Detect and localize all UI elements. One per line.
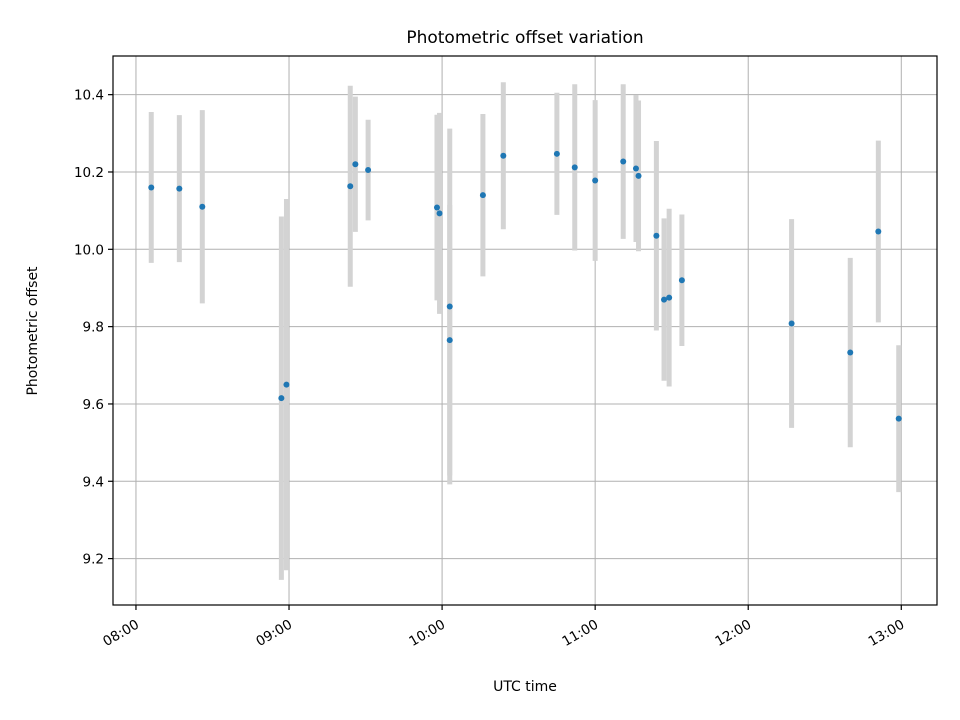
y-axis-ticks: 9.2 9.4 9.6 9.8 10.0 10.2 10.4 [74, 88, 113, 568]
data-point [620, 158, 627, 165]
data-point [788, 320, 795, 327]
data-point [176, 185, 183, 192]
y-tick-label: 10.2 [74, 165, 104, 181]
y-tick-label: 10.0 [74, 242, 104, 258]
data-point [446, 337, 453, 344]
data-point [571, 164, 578, 171]
data-point [500, 152, 507, 159]
data-point [436, 210, 443, 217]
data-point [653, 232, 660, 239]
data-point [446, 303, 453, 310]
y-tick-label: 9.6 [83, 397, 104, 413]
data-point [278, 395, 285, 402]
x-tick-label: 11:00 [559, 617, 601, 650]
y-tick-label: 10.4 [74, 88, 104, 104]
x-axis-label: UTC time [493, 679, 557, 695]
x-tick-label: 09:00 [253, 617, 295, 650]
data-point [433, 204, 440, 211]
plot-frame [112, 55, 938, 606]
grid-lines [113, 56, 937, 605]
data-points [148, 150, 902, 422]
x-tick-label: 08:00 [100, 617, 142, 650]
y-axis-label: Photometric offset [25, 266, 41, 396]
data-point [661, 296, 668, 303]
data-point [199, 203, 206, 210]
x-tick-label: 12:00 [713, 617, 755, 650]
y-tick-label: 9.2 [83, 552, 104, 568]
data-point [479, 192, 486, 199]
x-tick-label: 10:00 [406, 617, 448, 650]
data-point [666, 294, 673, 301]
y-tick-label: 9.8 [83, 320, 104, 336]
data-point [875, 228, 882, 235]
data-point [148, 184, 155, 191]
data-point [847, 349, 854, 356]
data-point [365, 167, 372, 174]
chart-title: Photometric offset variation [406, 28, 643, 48]
y-tick-label: 9.4 [83, 474, 104, 490]
data-point [632, 165, 639, 172]
error-bars [148, 82, 902, 580]
data-point [678, 277, 685, 284]
data-point [895, 415, 902, 422]
data-point [347, 183, 354, 190]
x-tick-label: 13:00 [866, 617, 908, 650]
data-point [352, 161, 359, 168]
x-axis-ticks: 08:00 09:00 10:00 11:00 12:00 13:00 [100, 605, 907, 650]
data-point [283, 381, 290, 388]
data-point [592, 177, 599, 184]
data-point [553, 150, 560, 157]
data-point [635, 172, 642, 179]
